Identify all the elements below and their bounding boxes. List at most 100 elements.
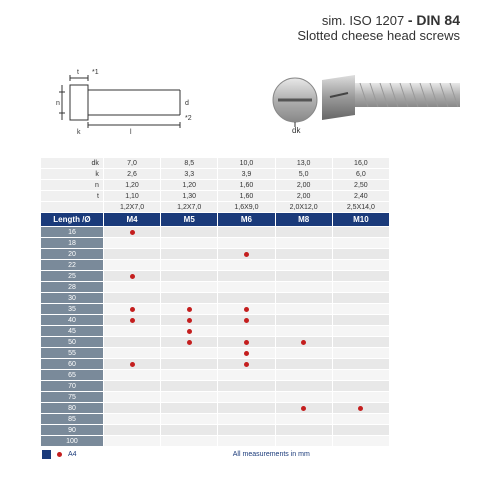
- length-cell: 50: [41, 337, 104, 348]
- data-cell: [275, 249, 332, 260]
- spec-value: 6,0: [332, 169, 389, 180]
- data-cell: [275, 238, 332, 249]
- data-cell: [161, 337, 218, 348]
- spec-value: 1,2X7,0: [161, 202, 218, 213]
- availability-dot-icon: [244, 318, 249, 323]
- table-row: 22: [41, 260, 390, 271]
- data-cell: [103, 348, 160, 359]
- data-cell: [103, 337, 160, 348]
- data-cell: [218, 304, 275, 315]
- subtitle: Slotted cheese head screws: [0, 28, 460, 43]
- data-cell: [275, 304, 332, 315]
- spec-value: 1,6X9,0: [218, 202, 275, 213]
- availability-dot-icon: [244, 307, 249, 312]
- data-cell: [161, 282, 218, 293]
- data-cell: [275, 282, 332, 293]
- data-cell: [332, 436, 389, 447]
- label-k: k: [77, 129, 81, 136]
- data-cell: [103, 359, 160, 370]
- spec-value: 3,9: [218, 169, 275, 180]
- length-cell: 25: [41, 271, 104, 282]
- header-col: M6: [218, 213, 275, 227]
- spec-value: 1,60: [218, 191, 275, 202]
- label-n: n: [56, 100, 60, 107]
- data-cell: [103, 304, 160, 315]
- table-row: 50: [41, 337, 390, 348]
- table-row: 35: [41, 304, 390, 315]
- length-cell: 28: [41, 282, 104, 293]
- table-row: 75: [41, 392, 390, 403]
- data-cell: [103, 403, 160, 414]
- header-length: Length /Ø: [41, 213, 104, 227]
- spec-label: n: [41, 180, 104, 191]
- data-cell: [218, 403, 275, 414]
- legend-a4: A4: [68, 451, 77, 458]
- data-cell: [275, 271, 332, 282]
- spec-value: 2,0X12,0: [275, 202, 332, 213]
- spec-value: 13,0: [275, 158, 332, 169]
- table-row: 65: [41, 370, 390, 381]
- label-t: t: [77, 69, 79, 76]
- spec-value: 2,5X14,0: [332, 202, 389, 213]
- table-row: 18: [41, 238, 390, 249]
- data-cell: [161, 227, 218, 238]
- data-cell: [218, 370, 275, 381]
- label-star2: *2: [185, 115, 192, 122]
- table-row: 85: [41, 414, 390, 425]
- screw-photo: dk: [260, 55, 480, 145]
- spec-value: 2,00: [275, 180, 332, 191]
- table-row: 90: [41, 425, 390, 436]
- data-cell: [161, 425, 218, 436]
- data-cell: [275, 293, 332, 304]
- data-cell: [275, 392, 332, 403]
- data-cell: [275, 425, 332, 436]
- table-row: 55: [41, 348, 390, 359]
- data-cell: [275, 370, 332, 381]
- spec-value: 2,00: [275, 191, 332, 202]
- data-cell: [218, 414, 275, 425]
- availability-dot-icon: [301, 406, 306, 411]
- data-cell: [275, 260, 332, 271]
- legend-dot-icon: [57, 452, 62, 457]
- title-line: sim. ISO 1207 - DIN 84: [0, 12, 460, 28]
- data-cell: [332, 414, 389, 425]
- data-cell: [218, 271, 275, 282]
- spec-value: 1,20: [161, 180, 218, 191]
- data-cell: [332, 425, 389, 436]
- data-cell: [103, 315, 160, 326]
- availability-dot-icon: [244, 252, 249, 257]
- data-cell: [332, 381, 389, 392]
- length-cell: 22: [41, 260, 104, 271]
- technical-drawing: t *1 n k l d *2: [40, 60, 220, 140]
- length-cell: 16: [41, 227, 104, 238]
- data-cell: [275, 381, 332, 392]
- data-cell: [161, 293, 218, 304]
- data-cell: [275, 403, 332, 414]
- length-cell: 35: [41, 304, 104, 315]
- length-cell: 40: [41, 315, 104, 326]
- footer-square-icon: [42, 450, 51, 459]
- data-cell: [218, 227, 275, 238]
- spec-value: 8,5: [161, 158, 218, 169]
- spec-value: 1,20: [103, 180, 160, 191]
- spec-row: dk7,08,510,013,016,0: [41, 158, 390, 169]
- spec-label: t: [41, 191, 104, 202]
- data-cell: [103, 425, 160, 436]
- length-cell: 80: [41, 403, 104, 414]
- spec-value: 3,3: [161, 169, 218, 180]
- table-row: 20: [41, 249, 390, 260]
- length-cell: 60: [41, 359, 104, 370]
- data-cell: [103, 227, 160, 238]
- spec-row: n1,201,201,602,002,50: [41, 180, 390, 191]
- data-cell: [218, 337, 275, 348]
- table-row: 80: [41, 403, 390, 414]
- availability-dot-icon: [244, 340, 249, 345]
- availability-dot-icon: [130, 274, 135, 279]
- spec-row: t1,101,301,602,002,40: [41, 191, 390, 202]
- data-cell: [218, 282, 275, 293]
- availability-dot-icon: [130, 318, 135, 323]
- data-cell: [161, 414, 218, 425]
- data-cell: [161, 359, 218, 370]
- table-row: 16: [41, 227, 390, 238]
- data-cell: [103, 282, 160, 293]
